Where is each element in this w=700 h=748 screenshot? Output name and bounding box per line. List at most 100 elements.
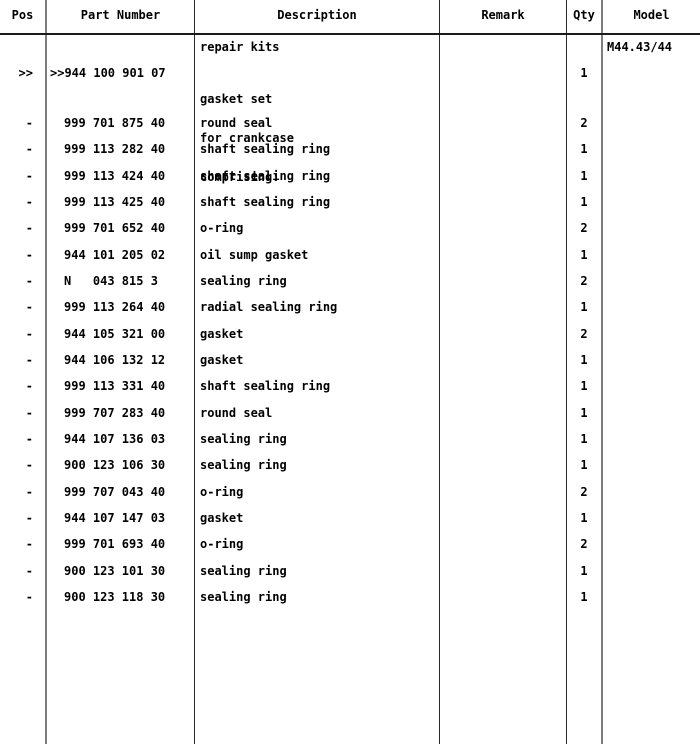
pos-cell: - bbox=[25, 485, 33, 499]
header-description: Description bbox=[277, 8, 357, 22]
table-row: - 900 123 106 30 sealing ring 1 bbox=[0, 459, 700, 473]
description-cell: sealing ring bbox=[200, 590, 287, 604]
description-cell: sealing ring bbox=[200, 274, 287, 288]
qty-cell: 1 bbox=[580, 66, 588, 80]
qty-cell: 2 bbox=[580, 537, 588, 551]
qty-cell: 2 bbox=[580, 116, 588, 130]
pos-cell: - bbox=[25, 511, 33, 525]
part-number-cell: 944 101 205 02 bbox=[64, 248, 166, 262]
qty-cell: 1 bbox=[580, 300, 588, 314]
pos-cell: - bbox=[25, 169, 33, 183]
qty-cell: 1 bbox=[580, 564, 588, 578]
kit-row: >> >>944 100 901 07 gasket set for crank… bbox=[0, 66, 700, 184]
table-row: - 944 107 136 03 sealing ring 1 bbox=[0, 433, 700, 447]
pos-cell: - bbox=[25, 406, 33, 420]
description-cell: gasket bbox=[200, 327, 244, 341]
model-value: M44.43/44 bbox=[607, 40, 673, 54]
column-divider-pos bbox=[45, 0, 47, 744]
table-row: - 999 113 331 40 shaft sealing ring 1 bbox=[0, 380, 700, 394]
part-number-cell: 999 113 425 40 bbox=[64, 195, 166, 209]
header-qty: Qty bbox=[573, 8, 595, 22]
description-line: comprising: bbox=[200, 170, 280, 184]
part-number-cell: 999 701 652 40 bbox=[64, 221, 166, 235]
pos-cell: - bbox=[25, 116, 33, 130]
table-row: - 999 701 693 40 o-ring 2 bbox=[0, 538, 700, 552]
description-cell: gasket bbox=[200, 511, 244, 525]
table-row: - 999 113 425 40 shaft sealing ring 1 bbox=[0, 196, 700, 210]
part-number-cell: 999 701 693 40 bbox=[64, 537, 166, 551]
table-row: - 944 101 205 02 oil sump gasket 1 bbox=[0, 249, 700, 263]
part-number-cell: 999 707 043 40 bbox=[64, 485, 166, 499]
column-divider-remark bbox=[566, 0, 567, 744]
qty-cell: 1 bbox=[580, 511, 588, 525]
pos-cell: - bbox=[25, 590, 33, 604]
part-number-cell: N 043 815 3 bbox=[64, 274, 158, 288]
header-pos: Pos bbox=[11, 8, 34, 22]
part-number-cell: 999 113 331 40 bbox=[64, 379, 166, 393]
part-number-cell: 944 105 321 00 bbox=[64, 327, 166, 341]
column-divider-description bbox=[439, 0, 440, 744]
description-cell: shaft sealing ring bbox=[200, 142, 331, 156]
table-row: - 999 707 043 40 o-ring 2 bbox=[0, 486, 700, 500]
part-number-cell: 900 123 101 30 bbox=[64, 564, 166, 578]
part-number-cell: 944 106 132 12 bbox=[64, 353, 166, 367]
pos-cell: - bbox=[25, 432, 33, 446]
qty-cell: 1 bbox=[580, 379, 588, 393]
header-rule bbox=[0, 33, 700, 35]
qty-cell: 1 bbox=[580, 353, 588, 367]
part-number-cell: 999 707 283 40 bbox=[64, 406, 166, 420]
table-row: - 944 105 321 00 gasket 2 bbox=[0, 328, 700, 342]
description-cell: round seal bbox=[200, 406, 273, 420]
header-model: Model bbox=[633, 8, 670, 22]
description-cell: radial sealing ring bbox=[200, 300, 338, 314]
table-row: - 999 113 282 40 shaft sealing ring 1 bbox=[0, 143, 700, 157]
part-number-cell: 999 701 875 40 bbox=[64, 116, 166, 130]
part-number-cell: >>944 100 901 07 bbox=[50, 66, 166, 80]
part-number-cell: 900 123 118 30 bbox=[64, 590, 166, 604]
description-cell: gasket set for crankcase comprising: bbox=[200, 67, 294, 210]
header-remark: Remark bbox=[481, 8, 525, 22]
description-cell: shaft sealing ring bbox=[200, 195, 331, 209]
pos-cell: - bbox=[25, 221, 33, 235]
qty-cell: 1 bbox=[580, 248, 588, 262]
column-divider-qty bbox=[601, 0, 603, 744]
qty-cell: 2 bbox=[580, 485, 588, 499]
column-divider-part-number bbox=[194, 0, 195, 744]
table-row: - 999 113 264 40 radial sealing ring 1 bbox=[0, 301, 700, 315]
part-number-cell: 999 113 264 40 bbox=[64, 300, 166, 314]
pos-cell: - bbox=[25, 379, 33, 393]
group-title-row: repair kits M44.43/44 bbox=[0, 41, 700, 55]
qty-cell: 1 bbox=[580, 195, 588, 209]
description-cell: o-ring bbox=[200, 221, 244, 235]
pos-cell: - bbox=[25, 274, 33, 288]
table-row: - 900 123 118 30 sealing ring 1 bbox=[0, 591, 700, 605]
pos-cell: - bbox=[25, 564, 33, 578]
description-cell: round seal bbox=[200, 116, 273, 130]
description-cell: shaft sealing ring bbox=[200, 379, 331, 393]
description-cell: sealing ring bbox=[200, 432, 287, 446]
pos-cell: - bbox=[25, 537, 33, 551]
pos-cell: >> bbox=[18, 66, 33, 80]
description-cell: shaft sealing ring bbox=[200, 169, 331, 183]
table-row: - 944 107 147 03 gasket 1 bbox=[0, 512, 700, 526]
part-number-cell: 944 107 147 03 bbox=[64, 511, 166, 525]
description-cell: o-ring bbox=[200, 485, 244, 499]
table-row: - 999 701 875 40 round seal 2 bbox=[0, 117, 700, 131]
table-row: - 944 106 132 12 gasket 1 bbox=[0, 354, 700, 368]
qty-cell: 2 bbox=[580, 274, 588, 288]
pos-cell: - bbox=[25, 353, 33, 367]
pos-cell: - bbox=[25, 195, 33, 209]
qty-cell: 2 bbox=[580, 221, 588, 235]
group-title: repair kits bbox=[200, 40, 280, 54]
description-cell: oil sump gasket bbox=[200, 248, 309, 262]
description-cell: o-ring bbox=[200, 537, 244, 551]
pos-cell: - bbox=[25, 142, 33, 156]
description-line: for crankcase bbox=[200, 131, 294, 145]
pos-cell: - bbox=[25, 327, 33, 341]
pos-cell: - bbox=[25, 300, 33, 314]
header-part-number: Part Number bbox=[80, 8, 161, 22]
qty-cell: 1 bbox=[580, 142, 588, 156]
qty-cell: 2 bbox=[580, 327, 588, 341]
pos-cell: - bbox=[25, 248, 33, 262]
